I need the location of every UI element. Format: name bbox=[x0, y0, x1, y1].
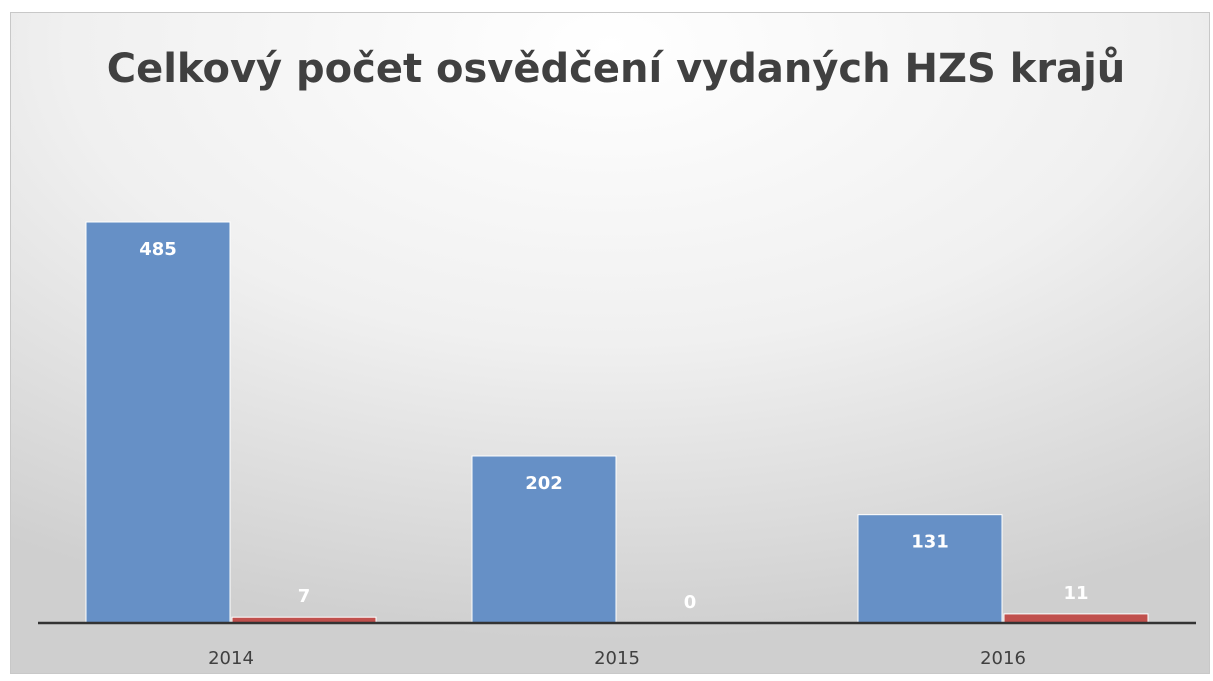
x-tick-label: 2015 bbox=[594, 648, 640, 669]
bar bbox=[857, 514, 1003, 624]
bar bbox=[1003, 613, 1149, 624]
chart-title: Celkový počet osvědčení vydaných HZS kra… bbox=[107, 45, 1126, 92]
data-label: 485 bbox=[139, 239, 177, 260]
x-tick-label: 2014 bbox=[208, 648, 254, 669]
bar bbox=[85, 221, 231, 624]
data-label: 202 bbox=[525, 473, 563, 494]
data-label: 131 bbox=[911, 532, 949, 553]
data-label: 7 bbox=[298, 586, 311, 607]
x-tick-label: 2016 bbox=[980, 648, 1026, 669]
data-label: 11 bbox=[1063, 583, 1088, 604]
data-label: 0 bbox=[684, 592, 697, 613]
